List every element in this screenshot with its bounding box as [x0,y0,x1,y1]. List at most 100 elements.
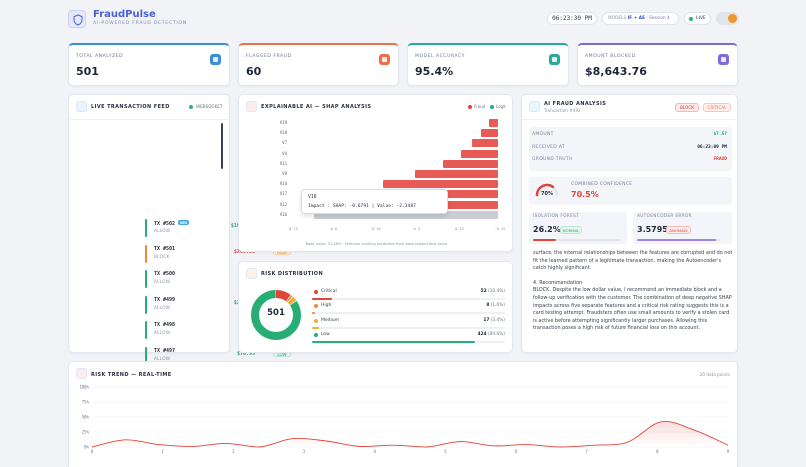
risk-bar [145,347,147,365]
count-value: 8 [486,303,490,309]
feed-item[interactable]: TX #497 ALLOW $76.95 LOW [145,345,291,370]
legend-fraud-dot-icon [468,105,472,109]
trend-y-tick: 25% [82,430,90,435]
shap-bar[interactable] [472,139,498,148]
stat-label: AMOUNT BLOCKED [585,54,636,59]
shap-tooltip: V16 Impact : SHAP: -0.6791 | Value: -2.3… [301,189,448,214]
legend-legit-dot-icon [490,105,494,109]
details-box [529,127,732,171]
risk-dot-icon [314,332,318,337]
shap-bar[interactable] [383,180,498,189]
autoencoder-label: AUTOENCODER ERROR [637,214,692,219]
shap-bar[interactable] [443,159,498,168]
shap-feature-label: V17 [279,191,287,197]
risk-fill [312,298,333,300]
app-title: FraudPulse [93,9,156,20]
trend-y-tick: 0% [84,445,89,450]
shap-x-tick: -0.15 [494,227,506,231]
risk-bar [145,244,147,263]
models-indicator: MODELS IF + AE | Session 4 [602,12,679,25]
trend-x-tick: 6 [515,449,518,454]
live-dot-icon [689,17,693,21]
trend-x-tick: 3 [303,449,306,454]
count-value: 17 [483,317,490,323]
trend-title: RISK TREND — REAL-TIME [91,372,172,378]
autoencoder-badge: ANOMALY [666,226,691,234]
feed-scrollbar[interactable] [221,123,223,169]
shap-bar[interactable] [489,119,498,127]
isolation-value: 26.2% [533,225,561,234]
tooltip-text: Impact : SHAP: -0.6791 | Value: -2.3487 [308,204,416,209]
new-badge: NEW [178,220,189,225]
trend-x-tick: 1 [161,449,164,454]
count-pct: (10.4%) [487,289,505,294]
stat-value: 501 [76,65,99,78]
stat-label: FLAGGED FRAUD [246,54,292,59]
shap-x-tick: -0.15 [453,227,464,231]
risk-count: 8 (1.6%) [486,303,505,308]
trend-x-tick: 4 [373,449,376,454]
risk-trend-panel: RISK TREND — REAL-TIME 20 data points [68,361,738,467]
risk-fill [312,326,319,329]
donut-slice[interactable] [251,290,301,340]
confidence-box [529,177,732,205]
detail-value: FRAUD [713,157,727,162]
autoencoder-value: 3.5795 [637,225,668,234]
detail-value: 06:23:09 PM [697,144,727,150]
clock-display: 06:23:30 PM [547,12,597,25]
trend-x-tick: 7 [585,449,588,454]
detail-key: GROUND TRUTH [532,157,573,162]
tx-id: TX #500 [154,271,176,278]
isolation-track [533,239,621,241]
risk-track [312,326,505,329]
trend-y-tick: 75% [82,400,90,405]
analysis-reasoning[interactable]: surface, the internal relationships betw… [533,250,733,350]
risk-name: Medium [321,317,339,323]
stat-label: MODEL ACCURACY [415,54,465,59]
detail-value: $7.57 [713,132,727,137]
isolation-badge: NORMAL [560,226,582,234]
tx-action: ALLOW [154,356,171,361]
shap-bar[interactable] [480,129,498,138]
confidence-gauge [535,183,559,197]
tx-action: ALLOW [154,330,171,336]
fraud-analysis-panel: AI FRAUD ANALYSIS Transaction #492 BLOCK… [521,94,739,353]
shap-feature-label: V11 [279,160,287,166]
shap-bar[interactable] [314,210,498,219]
shap-bar[interactable] [414,170,498,178]
shap-feature-label: V7 [282,140,287,146]
distribution-title: RISK DISTRIBUTION [261,271,324,277]
legend-fraud: Fraud [474,104,486,109]
shap-x-tick: -0.75 [287,227,298,231]
tx-id: TX #498 [154,322,176,329]
tx-action: ALLOW [154,304,171,310]
trend-icon [76,368,87,379]
tx-action: ALLOW [154,279,171,285]
dollar-icon [718,54,729,65]
shap-feature-label: V12 [279,201,287,207]
tx-id: TX #499 [154,296,176,303]
risk-name: High [321,303,332,309]
trend-x-tick: 9 [727,449,730,454]
stat-label: TOTAL ANALYZED [76,54,124,59]
shap-x-tick: -0.45 [370,227,381,231]
risk-name: Critical [321,289,337,294]
trend-x-tick: 2 [232,449,235,454]
trend-x-tick: 8 [656,449,659,454]
risk-fill [312,312,316,315]
detail-row: AMOUNT $7.57 [529,130,729,140]
tx-id: TX #497 [154,348,176,354]
tooltip-title: V16 [308,195,317,200]
shap-bar[interactable] [460,149,498,158]
risk-count: 17 (3.4%) [483,318,505,323]
tx-action: ALLOW [154,228,171,233]
risk-bar [145,219,147,237]
theme-toggle[interactable] [716,12,739,25]
shap-title: EXPLAINABLE AI — SHAP ANALYSIS [261,104,372,110]
legend-legit: Legit [496,104,506,109]
pie-icon [246,268,257,279]
risk-bar [145,270,147,289]
app-header: FraudPulse AI-POWERED FRAUD DETECTION 06… [0,0,806,38]
shap-analysis-panel: EXPLAINABLE AI — SHAP ANALYSIS Fraud Leg… [238,94,513,252]
websocket-dot-icon [189,105,193,109]
